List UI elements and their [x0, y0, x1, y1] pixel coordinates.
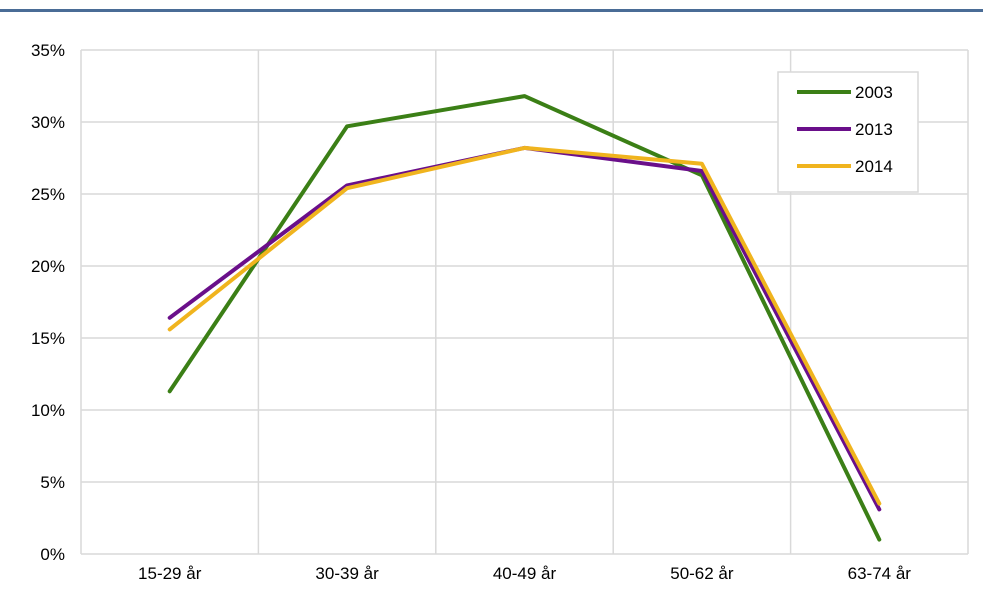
- series-lines: [170, 96, 880, 539]
- y-tick-label: 35%: [31, 41, 65, 60]
- legend: 2003 2013 2014: [778, 72, 918, 192]
- legend-label-2013: 2013: [855, 120, 893, 139]
- y-tick-label: 0%: [40, 545, 65, 564]
- x-tick-label: 40-49 år: [493, 564, 557, 583]
- y-tick-label: 10%: [31, 401, 65, 420]
- series-line-2013: [170, 148, 880, 510]
- x-tick-label: 15-29 år: [138, 564, 202, 583]
- legend-label-2003: 2003: [855, 83, 893, 102]
- legend-label-2014: 2014: [855, 157, 893, 176]
- y-tick-label: 20%: [31, 257, 65, 276]
- y-tick-label: 5%: [40, 473, 65, 492]
- x-tick-label: 50-62 år: [670, 564, 734, 583]
- y-tick-label: 15%: [31, 329, 65, 348]
- x-axis-ticks: 15-29 år 30-39 år 40-49 år 50-62 år 63-74 år: [138, 564, 911, 583]
- x-tick-label: 63-74 år: [848, 564, 912, 583]
- series-line-2003: [170, 96, 880, 539]
- series-line-2014: [170, 148, 880, 504]
- x-tick-label: 30-39 år: [315, 564, 379, 583]
- y-tick-label: 30%: [31, 113, 65, 132]
- y-axis-ticks: 0% 5% 10% 15% 20% 25% 30% 35%: [31, 41, 65, 564]
- y-tick-label: 25%: [31, 185, 65, 204]
